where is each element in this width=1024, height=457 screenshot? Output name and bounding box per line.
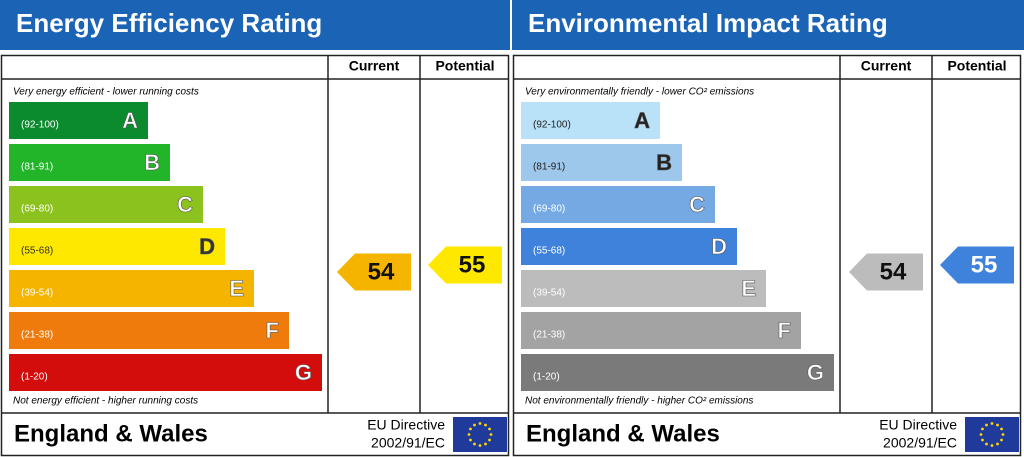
band-range: (21-38) <box>21 330 53 341</box>
band-range: (69-80) <box>533 204 565 215</box>
band-letter: F <box>266 318 279 343</box>
band-range: (81-91) <box>21 162 53 173</box>
potential-value: 55 <box>971 251 998 278</box>
current-arrow <box>337 253 411 291</box>
band-letter: B <box>656 150 672 175</box>
band-letter: C <box>689 192 705 217</box>
band-range: (39-54) <box>533 288 565 299</box>
band-range: (1-20) <box>533 372 560 383</box>
bottom-note: Not energy efficient - higher running co… <box>13 396 198 407</box>
eu-star <box>996 423 999 427</box>
eu-star <box>1001 433 1005 436</box>
band-range: (92-100) <box>533 120 571 131</box>
eu-star <box>478 422 482 425</box>
rating-band <box>521 312 801 349</box>
directive: EU Directive <box>879 417 957 433</box>
band-letter: D <box>199 234 215 259</box>
band-letter: E <box>229 276 244 301</box>
column-header: Potential <box>947 58 1006 74</box>
directive: 2002/91/EC <box>371 435 445 451</box>
band-letter: E <box>741 276 756 301</box>
panel-title: Environmental Impact Rating <box>528 8 888 38</box>
rating-band <box>521 186 715 223</box>
band-range: (55-68) <box>21 246 53 257</box>
rating-band <box>521 228 737 265</box>
eu-star <box>484 423 487 427</box>
current-arrow <box>849 253 923 291</box>
eu-star <box>473 423 476 427</box>
band-range: (55-68) <box>533 246 565 257</box>
band-range: (92-100) <box>21 120 59 131</box>
eu-star <box>473 442 476 446</box>
band-letter: G <box>295 360 312 385</box>
top-note: Very energy efficient - lower running co… <box>13 87 199 98</box>
band-range: (1-20) <box>21 372 48 383</box>
band-letter: D <box>711 234 727 259</box>
column-header: Current <box>861 58 912 74</box>
current-value: 54 <box>880 258 907 285</box>
eu-star <box>985 423 988 427</box>
eu-star <box>488 438 491 442</box>
eu-star <box>478 444 482 447</box>
rating-band <box>521 270 766 307</box>
region: England & Wales <box>14 420 208 447</box>
eu-star <box>1000 427 1003 431</box>
eu-star <box>990 422 994 425</box>
current-value: 54 <box>368 258 395 285</box>
band-letter: A <box>122 108 138 133</box>
band-range: (69-80) <box>21 204 53 215</box>
eu-star <box>488 427 491 431</box>
directive: 2002/91/EC <box>883 435 957 451</box>
eu-star <box>981 427 984 431</box>
band-letter: B <box>144 150 160 175</box>
column-header: Potential <box>435 58 494 74</box>
top-note: Very environmentally friendly - lower CO… <box>525 87 754 98</box>
band-letter: G <box>807 360 824 385</box>
eu-star <box>469 427 472 431</box>
eu-star <box>996 442 999 446</box>
rating-band <box>9 354 322 391</box>
band-letter: F <box>778 318 791 343</box>
eu-star <box>985 442 988 446</box>
eu-star <box>979 433 983 436</box>
band-range: (81-91) <box>533 162 565 173</box>
eu-star <box>981 438 984 442</box>
potential-arrow <box>940 246 1014 284</box>
potential-arrow <box>428 246 502 284</box>
rating-band <box>9 102 148 139</box>
eu-star <box>484 442 487 446</box>
rating-band <box>9 228 225 265</box>
bottom-note: Not environmentally friendly - higher CO… <box>525 396 753 407</box>
band-range: (21-38) <box>533 330 565 341</box>
band-letter: C <box>177 192 193 217</box>
rating-band <box>521 102 660 139</box>
eu-star <box>990 444 994 447</box>
rating-band <box>9 186 203 223</box>
directive: EU Directive <box>367 417 445 433</box>
eu-star <box>489 433 493 436</box>
rating-band <box>9 270 254 307</box>
potential-value: 55 <box>459 251 486 278</box>
rating-band <box>9 144 170 181</box>
rating-band <box>521 354 834 391</box>
band-range: (39-54) <box>21 288 53 299</box>
rating-band <box>521 144 682 181</box>
title-bar <box>0 0 510 50</box>
column-header: Current <box>349 58 400 74</box>
eu-star <box>1000 438 1003 442</box>
rating-band <box>9 312 289 349</box>
region: England & Wales <box>526 420 720 447</box>
panel-title: Energy Efficiency Rating <box>16 8 322 38</box>
eu-star <box>469 438 472 442</box>
eu-star <box>467 433 471 436</box>
band-letter: A <box>634 108 650 133</box>
title-bar <box>512 0 1024 50</box>
